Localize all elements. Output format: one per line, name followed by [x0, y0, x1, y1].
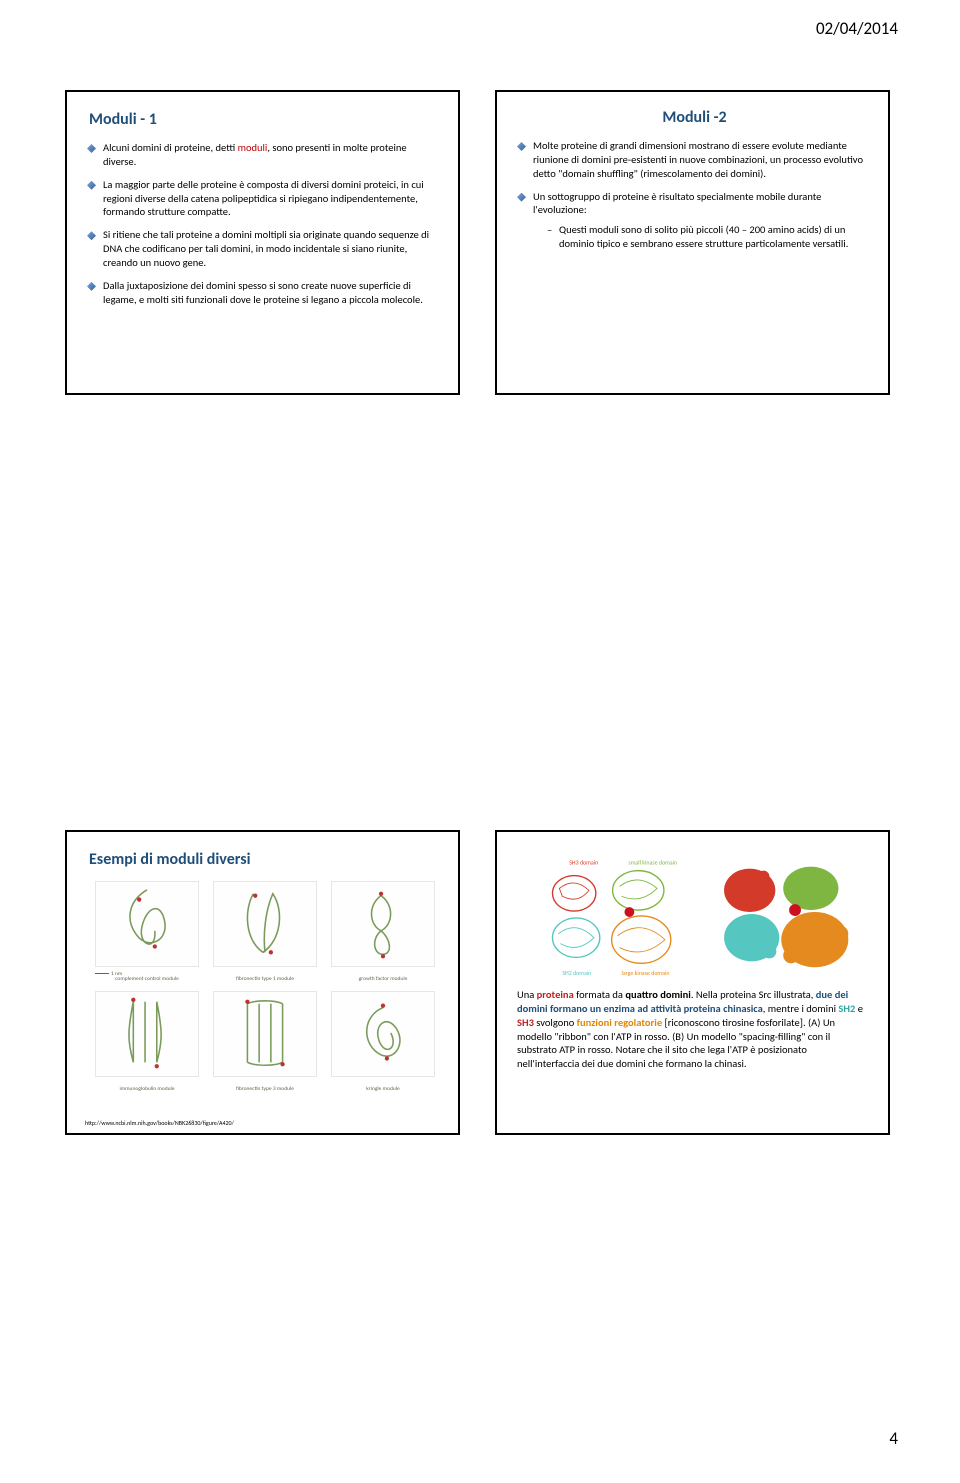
label-growth: growth factor module — [332, 976, 434, 982]
label-fn1: fibronectin type 1 module — [214, 976, 316, 982]
scale-bar: 1 nm — [95, 971, 122, 977]
lbl-small: small kinase domain — [628, 859, 677, 867]
slide2-b1: Molte proteine di grandi dimensioni most… — [517, 139, 870, 181]
slide3-title: Esempi di moduli diversi — [89, 850, 440, 869]
label-kringle: kringle module — [332, 1086, 434, 1092]
slide2-sub1: Questi moduli sono di solito più piccoli… — [547, 223, 870, 251]
slide-moduli-2: Moduli -2 Molte proteine di grandi dimen… — [495, 90, 890, 395]
lbl-large: large kinase domain — [622, 969, 670, 977]
c4-10: SH3 — [517, 1016, 534, 1029]
page-number: 4 — [889, 1428, 898, 1449]
c4-2: proteina — [537, 988, 574, 1001]
c4-7: , mentre i domini — [763, 1002, 839, 1015]
slide2-list: Molte proteine di grandi dimensioni most… — [515, 139, 870, 251]
c4-1: Una — [517, 988, 537, 1001]
c4-3: formata da — [574, 988, 626, 1001]
lbl-sh2: SH2 domain — [562, 969, 591, 977]
module-ig: immunoglobulin module — [95, 991, 199, 1077]
c4-9: e — [855, 1002, 863, 1015]
module-growth: growth factor module — [331, 881, 435, 967]
c4-11: svolgono — [534, 1016, 577, 1029]
slide1-title: Moduli - 1 — [89, 110, 440, 129]
slide3-source: http://www.ncbi.nlm.nih.gov/books/NBK268… — [85, 1119, 234, 1127]
s1b1-red: moduli — [238, 141, 268, 154]
slide-src-protein: SH3 domain small kinase domain SH2 domai… — [495, 830, 890, 1135]
scale-text: 1 nm — [111, 971, 122, 977]
src-structure-svg: SH3 domain small kinase domain SH2 domai… — [515, 850, 870, 980]
lbl-sh3: SH3 domain — [569, 859, 598, 867]
label-ig: immunoglobulin module — [96, 1086, 198, 1092]
c4-12: funzioni regolatorie — [577, 1016, 662, 1029]
c4-8: SH2 — [838, 1002, 855, 1015]
c4-5: . Nella proteina Src illustrata, — [691, 988, 816, 1001]
module-complement: complement control module — [95, 881, 199, 967]
c4-4: quattro domini — [625, 988, 690, 1001]
slide1-b3: Si ritiene che tali proteine a domini mo… — [87, 228, 440, 270]
slide1-b1: Alcuni domini di proteine, detti moduli,… — [87, 141, 440, 169]
label-fn3: fibronectin type 3 module — [214, 1086, 316, 1092]
slide-moduli-1: Moduli - 1 Alcuni domini di proteine, de… — [65, 90, 460, 395]
slide-esempi: Esempi di moduli diversi complement cont… — [65, 830, 460, 1135]
slide3-figure: complement control module fibronectin ty… — [85, 881, 440, 1081]
s1b1-pre: Alcuni domini di proteine, detti — [103, 141, 238, 154]
s2b2-text: Un sottogruppo di proteine è risultato s… — [533, 190, 821, 217]
module-fn1: fibronectin type 1 module — [213, 881, 317, 967]
slide1-list: Alcuni domini di proteine, detti moduli,… — [85, 141, 440, 307]
slide4-figure: SH3 domain small kinase domain SH2 domai… — [515, 850, 870, 980]
module-fn3: fibronectin type 3 module — [213, 991, 317, 1077]
slide2-title: Moduli -2 — [519, 108, 870, 127]
module-kringle: kringle module — [331, 991, 435, 1077]
slide2-sublist: Questi moduli sono di solito più piccoli… — [533, 223, 870, 251]
slide1-b4: Dalla juxtaposizione dei domini spesso s… — [87, 279, 440, 307]
slide2-b2: Un sottogruppo di proteine è risultato s… — [517, 190, 870, 251]
page-date: 02/04/2014 — [816, 18, 898, 39]
slide4-caption: Una proteina formata da quattro domini. … — [515, 988, 870, 1071]
slide1-b2: La maggior parte delle proteine è compos… — [87, 178, 440, 220]
